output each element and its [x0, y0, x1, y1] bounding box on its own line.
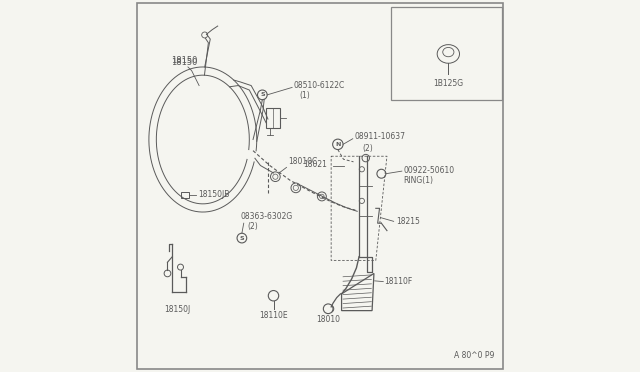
- Text: 08510-6122C: 08510-6122C: [294, 81, 345, 90]
- Circle shape: [237, 233, 246, 243]
- Text: S: S: [239, 235, 244, 241]
- Text: S: S: [260, 92, 265, 97]
- Text: 18010C: 18010C: [289, 157, 317, 166]
- FancyBboxPatch shape: [180, 192, 189, 198]
- Circle shape: [319, 194, 324, 199]
- Circle shape: [359, 198, 364, 203]
- Text: A 80^0 P9: A 80^0 P9: [454, 351, 495, 360]
- Circle shape: [268, 291, 278, 301]
- Polygon shape: [342, 273, 374, 311]
- Circle shape: [273, 174, 278, 179]
- Text: 1B125G: 1B125G: [433, 79, 463, 88]
- Text: (2): (2): [248, 222, 258, 231]
- Circle shape: [323, 304, 333, 314]
- Circle shape: [362, 154, 369, 162]
- Text: 18150J: 18150J: [164, 305, 190, 314]
- Text: (1): (1): [300, 92, 310, 100]
- Text: RING(1): RING(1): [404, 176, 434, 185]
- Circle shape: [317, 192, 326, 201]
- Circle shape: [177, 264, 184, 270]
- Text: 18150JB: 18150JB: [198, 190, 229, 199]
- Circle shape: [291, 183, 301, 193]
- Text: 18215: 18215: [396, 217, 420, 226]
- Circle shape: [271, 172, 280, 182]
- Text: 18110F: 18110F: [384, 277, 412, 286]
- Text: 08911-10637: 08911-10637: [355, 132, 406, 141]
- Text: 18021: 18021: [303, 160, 327, 169]
- Ellipse shape: [443, 48, 454, 57]
- Text: 18010: 18010: [316, 315, 340, 324]
- FancyBboxPatch shape: [266, 108, 280, 128]
- Circle shape: [333, 139, 343, 150]
- Circle shape: [377, 169, 386, 178]
- Text: 08363-6302G: 08363-6302G: [240, 212, 292, 221]
- Circle shape: [164, 270, 171, 277]
- Ellipse shape: [437, 45, 460, 63]
- Circle shape: [326, 305, 334, 312]
- Text: N: N: [335, 142, 340, 147]
- Text: 00922-50610: 00922-50610: [404, 166, 455, 174]
- Text: 18150: 18150: [172, 56, 198, 65]
- Circle shape: [257, 90, 267, 100]
- FancyBboxPatch shape: [390, 7, 502, 100]
- Text: (2): (2): [362, 144, 372, 153]
- Circle shape: [293, 185, 298, 190]
- Text: 18110E: 18110E: [259, 311, 288, 320]
- Circle shape: [359, 167, 364, 172]
- Circle shape: [202, 32, 207, 38]
- Text: 18150: 18150: [172, 58, 198, 67]
